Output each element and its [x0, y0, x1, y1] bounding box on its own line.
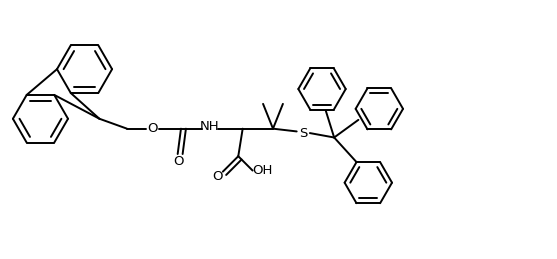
Text: O: O [147, 122, 158, 135]
Text: S: S [299, 127, 307, 140]
Text: O: O [213, 170, 223, 183]
Text: OH: OH [252, 164, 273, 177]
Text: O: O [174, 155, 184, 168]
Text: NH: NH [200, 120, 219, 133]
